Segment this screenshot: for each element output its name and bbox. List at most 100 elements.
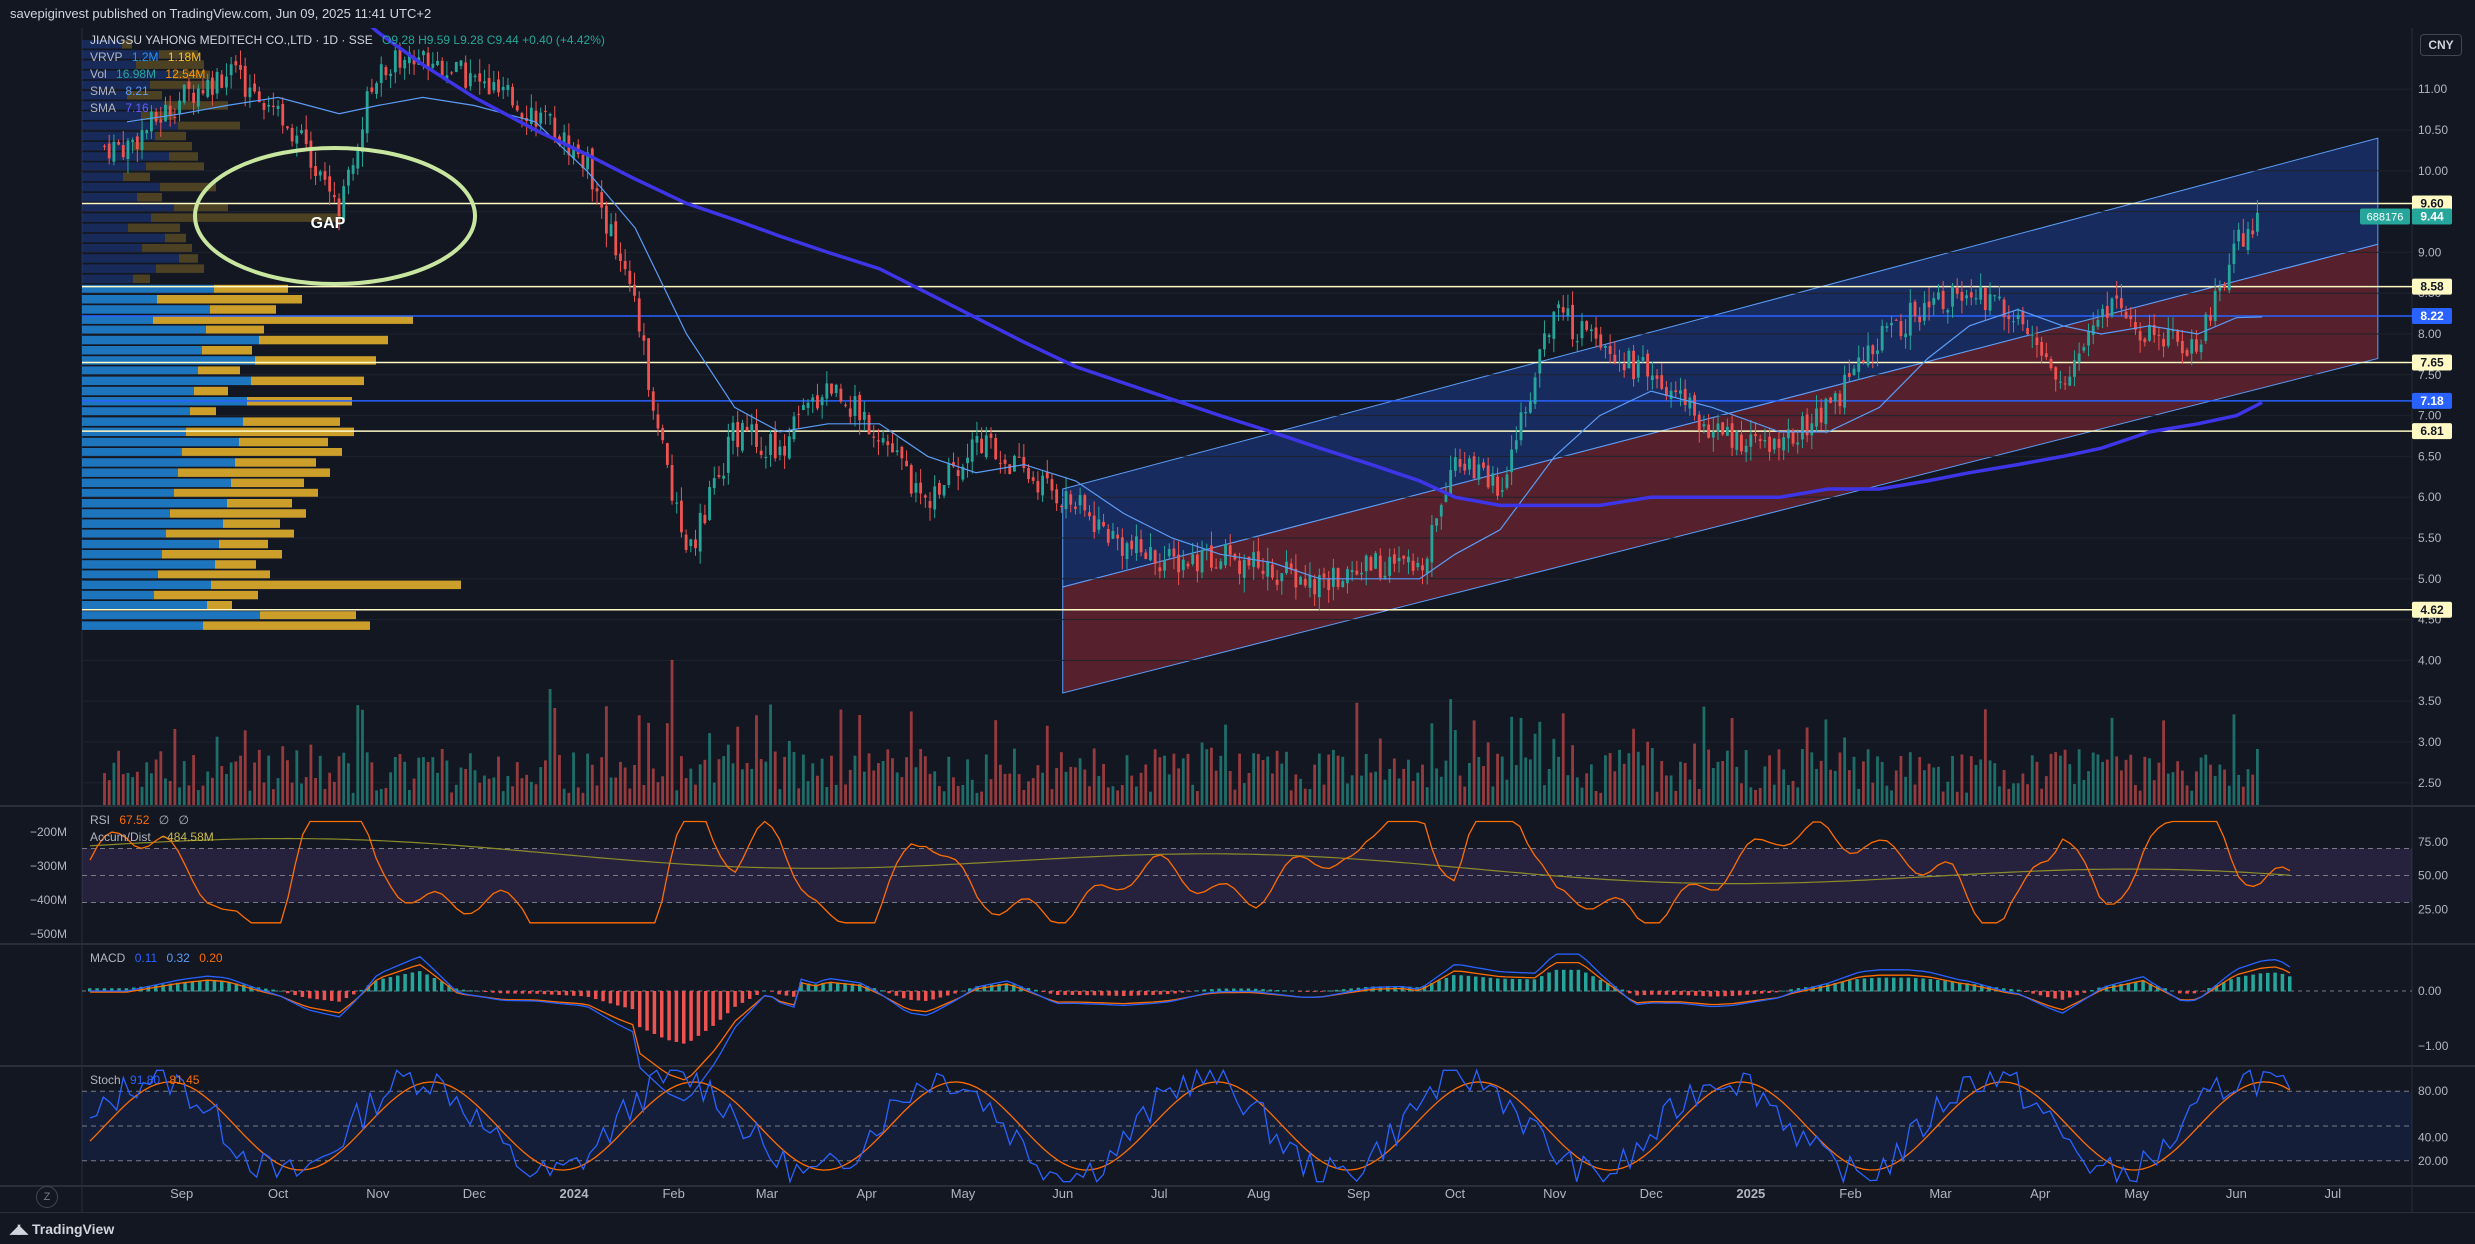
candle-body bbox=[1754, 434, 1757, 437]
price-axis-tick-label: 6.00 bbox=[2418, 490, 2442, 504]
time-axis-label: Apr bbox=[856, 1186, 877, 1201]
candle-body bbox=[2251, 230, 2255, 235]
volume-bar bbox=[619, 761, 622, 805]
volume-bar bbox=[1402, 768, 1406, 805]
macd-histogram-bar bbox=[792, 991, 796, 997]
volume-bar bbox=[937, 786, 941, 805]
legend-vol-row[interactable]: Vol 16.98M 12.54M bbox=[90, 66, 611, 83]
candle-body bbox=[778, 446, 782, 456]
macd-legend[interactable]: MACD 0.11 0.32 0.20 bbox=[90, 950, 229, 967]
volume-bar bbox=[1829, 769, 1832, 805]
candle-body bbox=[389, 73, 393, 76]
vol-value-2: 12.54M bbox=[165, 67, 206, 81]
volume-bar bbox=[1500, 756, 1504, 805]
candle-body bbox=[1317, 575, 1321, 598]
candle-body bbox=[651, 391, 655, 411]
candle-body bbox=[1871, 345, 1875, 355]
chart-canvas[interactable]: GAP11.0010.5010.009.509.008.508.007.507.… bbox=[0, 28, 2475, 1212]
candle-body bbox=[1894, 319, 1898, 321]
candle-body bbox=[1519, 412, 1523, 441]
time-axis-label: Feb bbox=[1839, 1186, 1861, 1201]
volume-bar bbox=[525, 774, 529, 805]
volume-profile-up-bar bbox=[82, 60, 136, 69]
macd-histogram-bar bbox=[1195, 990, 1199, 992]
volume-profile-down-bar bbox=[123, 172, 150, 182]
candle-body bbox=[1149, 547, 1152, 561]
macd-histogram-bar bbox=[1877, 977, 1881, 992]
volume-bar bbox=[1796, 787, 1800, 805]
volume-bar bbox=[1904, 776, 1908, 805]
volume-bar bbox=[234, 761, 238, 805]
volume-bar bbox=[1505, 779, 1509, 805]
macd-histogram-bar bbox=[1855, 979, 1859, 992]
sma2-label: SMA bbox=[90, 101, 117, 115]
ad-legend-row[interactable]: Accum/Dist −484.58M bbox=[90, 829, 220, 846]
volume-bar bbox=[1472, 720, 1476, 805]
macd-label: MACD bbox=[90, 951, 126, 965]
volume-bar bbox=[1575, 777, 1579, 805]
legend-symbol-row[interactable]: JIANGSU YAHONG MEDITECH CO.,LTD · 1D · S… bbox=[90, 32, 611, 49]
macd-histogram-bar bbox=[2251, 974, 2255, 992]
volume-profile-up-bar bbox=[82, 499, 227, 508]
volume-profile-down-bar bbox=[210, 305, 276, 314]
macd-histogram-bar bbox=[491, 991, 495, 993]
macd-histogram-bar bbox=[1158, 991, 1163, 995]
rsi-legend-row[interactable]: RSI 67.52 ∅ ∅ bbox=[90, 812, 220, 829]
legend-sma1-row[interactable]: SMA 8.21 bbox=[90, 83, 611, 100]
candle-body bbox=[1078, 495, 1082, 506]
volume-bar bbox=[2068, 764, 2072, 805]
volume-bar bbox=[543, 760, 547, 805]
volume-bar bbox=[1538, 721, 1542, 805]
legend-vrvp-row[interactable]: VRVP 1.2M 1.18M bbox=[90, 49, 611, 66]
candle-body bbox=[1725, 426, 1729, 436]
candle-body bbox=[492, 82, 496, 91]
volume-bar bbox=[225, 774, 228, 805]
volume-profile-up-bar bbox=[82, 621, 203, 630]
volume-profile-up-bar bbox=[82, 488, 174, 498]
volume-bar bbox=[1782, 769, 1786, 805]
macd-histogram-bar bbox=[968, 988, 972, 992]
candle-body bbox=[450, 72, 454, 74]
volume-profile-down-bar bbox=[260, 611, 356, 620]
volume-bar bbox=[1815, 768, 1818, 805]
macd-histogram-bar bbox=[1290, 990, 1295, 992]
stoch-legend[interactable]: Stoch 91.80 81.45 bbox=[90, 1072, 205, 1089]
volume-bar bbox=[1993, 763, 1997, 805]
volume-bar bbox=[2213, 775, 2217, 805]
macd-histogram-bar bbox=[1540, 976, 1544, 992]
volume-bar bbox=[1416, 772, 1420, 805]
candle-body bbox=[1111, 530, 1115, 539]
currency-button[interactable]: CNY bbox=[2420, 34, 2462, 56]
macd-histogram-bar bbox=[403, 974, 407, 992]
volume-bar bbox=[1008, 773, 1012, 805]
candle-body bbox=[304, 129, 308, 145]
volume-bar bbox=[337, 756, 341, 805]
volume-bar bbox=[1941, 791, 1945, 805]
candle-body bbox=[1144, 552, 1148, 560]
zoom-button[interactable]: Z bbox=[36, 1186, 58, 1208]
macd-histogram-bar bbox=[1936, 979, 1940, 992]
macd-histogram-bar bbox=[234, 983, 239, 992]
stoch-axis-tick-label: 40.00 bbox=[2418, 1131, 2448, 1145]
macd-hist-value: 0.20 bbox=[199, 951, 223, 965]
candle-body bbox=[1238, 560, 1241, 574]
ticker-badge-text: 688176 bbox=[2367, 211, 2404, 223]
time-axis-label: Sep bbox=[1347, 1186, 1370, 1201]
candle-body bbox=[1852, 368, 1856, 375]
macd-histogram-bar bbox=[601, 991, 605, 1002]
candle-body bbox=[642, 335, 646, 341]
volume-profile-down-bar bbox=[194, 386, 228, 396]
legend-sma2-row[interactable]: SMA 7.16 bbox=[90, 100, 611, 117]
sma1-value: 8.21 bbox=[125, 84, 149, 98]
volume-bar bbox=[628, 788, 632, 805]
macd-histogram-bar bbox=[2082, 991, 2087, 993]
tradingview-logo[interactable]: ◢◣ TradingView bbox=[10, 1221, 114, 1237]
volume-bar bbox=[370, 762, 374, 805]
volume-bar bbox=[966, 759, 969, 805]
candle-body bbox=[975, 436, 979, 443]
candle-body bbox=[708, 487, 711, 521]
symbol-name[interactable]: JIANGSU YAHONG MEDITECH CO.,LTD · 1D · S… bbox=[90, 33, 373, 47]
candle-body bbox=[1791, 430, 1795, 444]
macd-histogram-bar bbox=[102, 988, 107, 992]
volume-bar bbox=[1669, 775, 1673, 805]
